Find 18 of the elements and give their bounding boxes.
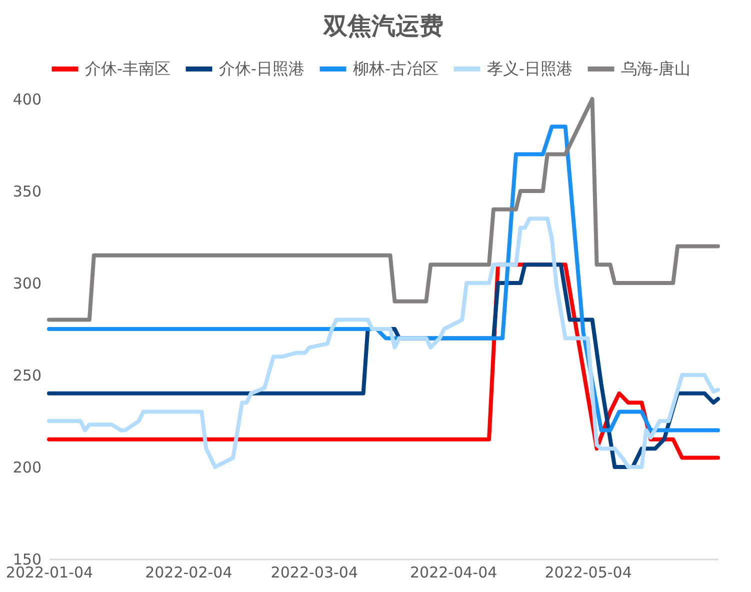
legend-label: 介休-日照港 bbox=[219, 59, 304, 78]
legend-label: 乌海-唐山 bbox=[621, 59, 690, 78]
legend-label: 孝义-日照港 bbox=[487, 59, 572, 78]
y-tick-label: 300 bbox=[12, 274, 42, 292]
x-tick-label: 2022-02-04 bbox=[145, 564, 232, 582]
chart-title: 双焦汽运费 bbox=[322, 11, 444, 40]
x-tick-label: 2022-05-04 bbox=[544, 564, 632, 582]
legend-label: 柳林-古冶区 bbox=[353, 59, 438, 78]
x-tick-label: 2022-03-04 bbox=[270, 564, 358, 582]
y-tick-label: 400 bbox=[12, 90, 42, 108]
y-tick-label: 250 bbox=[12, 366, 42, 384]
x-tick-label: 2022-01-04 bbox=[6, 564, 94, 582]
line-series bbox=[47, 97, 720, 322]
y-tick-label: 200 bbox=[12, 458, 42, 476]
legend-label: 介休-丰南区 bbox=[85, 59, 170, 78]
y-tick-label: 350 bbox=[12, 182, 42, 200]
x-tick-label: 2022-04-04 bbox=[410, 564, 498, 582]
line-series bbox=[47, 216, 720, 469]
